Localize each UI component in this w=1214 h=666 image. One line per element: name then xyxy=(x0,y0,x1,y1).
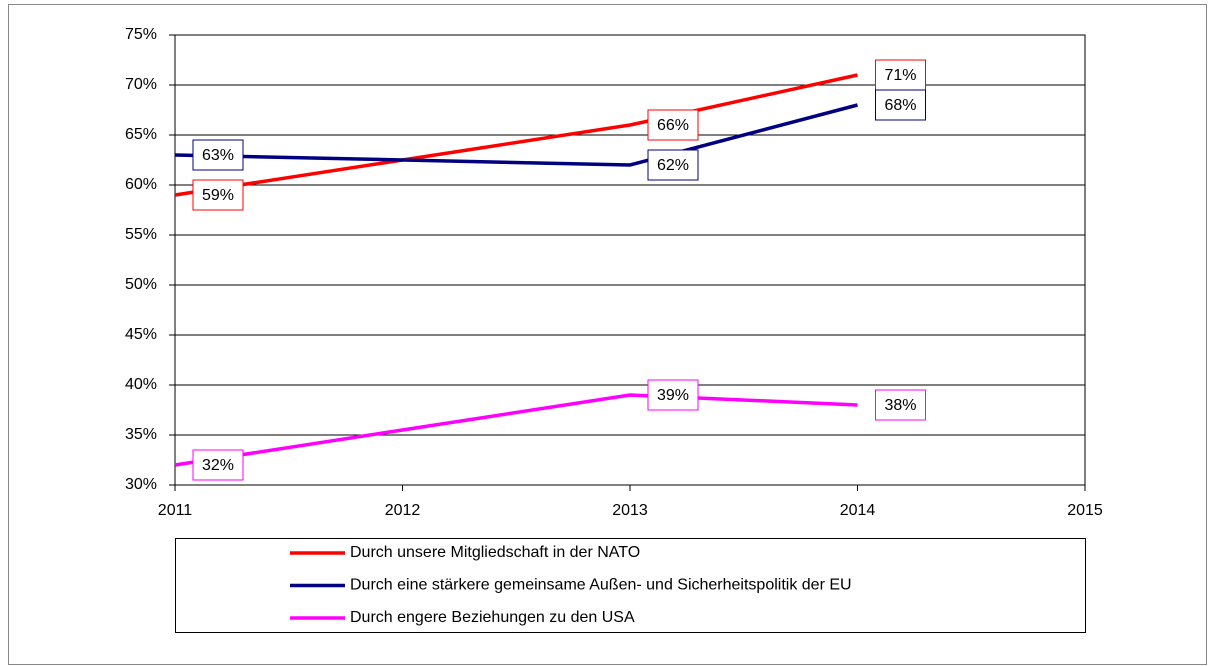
plot-area xyxy=(174,34,1086,486)
x-tick-label: 2012 xyxy=(385,502,421,519)
y-tick-label: 70% xyxy=(125,76,157,93)
x-tick-label: 2011 xyxy=(158,502,193,519)
y-tick-label: 40% xyxy=(125,376,157,393)
value-label: 38% xyxy=(884,397,916,414)
value-label: 66% xyxy=(657,117,689,134)
value-label-box xyxy=(875,389,926,421)
value-label-box xyxy=(192,139,244,171)
value-label: 63% xyxy=(202,147,234,164)
y-tick-label: 35% xyxy=(125,426,157,443)
value-label-box xyxy=(192,449,244,481)
value-label: 59% xyxy=(202,187,234,204)
y-tick-label: 45% xyxy=(125,326,157,343)
value-label-box xyxy=(647,149,699,181)
x-tick-label: 2013 xyxy=(612,502,648,519)
value-label: 62% xyxy=(657,157,689,174)
y-tick-label: 50% xyxy=(125,276,157,293)
value-label-box xyxy=(647,379,699,411)
legend-label: Durch engere Beziehungen zu den USA xyxy=(350,609,635,626)
legend-label: Durch unsere Mitgliedschaft in der NATO xyxy=(350,544,640,561)
x-tick-label: 2014 xyxy=(840,502,876,519)
y-tick-label: 65% xyxy=(125,126,157,143)
y-tick-label: 60% xyxy=(125,176,157,193)
value-label: 68% xyxy=(884,97,916,114)
y-tick-label: 75% xyxy=(125,26,157,43)
value-label: 32% xyxy=(202,457,234,474)
value-label-box xyxy=(875,89,926,121)
value-label-box xyxy=(192,179,244,211)
series-line xyxy=(174,73,858,197)
y-tick-label: 55% xyxy=(125,226,157,243)
series-line xyxy=(174,103,858,167)
y-tick-label: 30% xyxy=(125,476,157,493)
legend-label: Durch eine stärkere gemeinsame Außen- un… xyxy=(350,577,852,594)
series-line xyxy=(174,393,858,467)
value-label: 71% xyxy=(884,67,916,84)
x-tick-label: 2015 xyxy=(1067,502,1103,519)
value-label: 39% xyxy=(657,387,689,404)
value-label-box xyxy=(647,109,699,141)
value-label-box xyxy=(875,59,926,91)
